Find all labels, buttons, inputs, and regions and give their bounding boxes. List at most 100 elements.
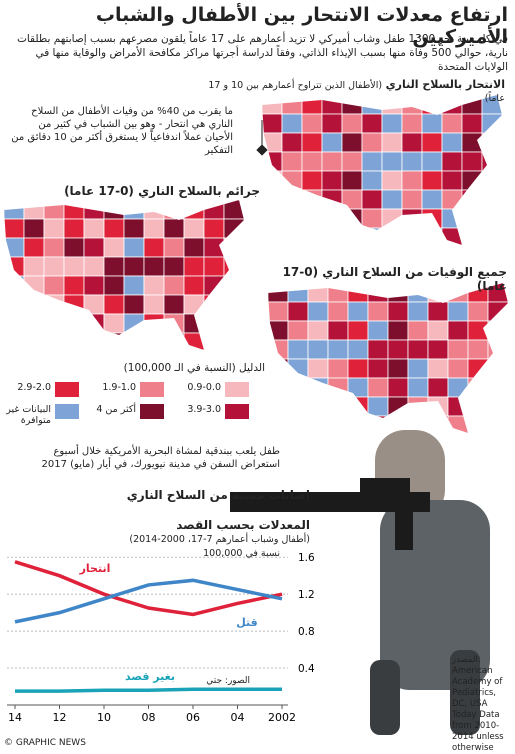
state: [441, 132, 463, 153]
state: [183, 256, 205, 277]
legend-label: 0.9-0.0: [187, 382, 221, 393]
photo: [230, 430, 490, 735]
state: [427, 377, 449, 398]
legend-swatch: [55, 404, 79, 419]
state: [103, 313, 125, 334]
state: [281, 132, 303, 153]
x-tick-label: 2002: [268, 711, 296, 724]
state: [441, 151, 463, 172]
state: [467, 301, 489, 322]
state: [367, 377, 389, 398]
state: [381, 170, 403, 191]
state: [143, 237, 165, 258]
state: [43, 218, 65, 239]
state: [441, 170, 463, 191]
y-tick-label: 1.6: [298, 552, 315, 564]
state: [123, 237, 145, 258]
state: [341, 113, 363, 134]
state: [268, 301, 289, 322]
state: [307, 301, 329, 322]
state: [23, 237, 45, 258]
intro: في كل سنة نحو 1300 طفل وشاب أميركي لا تز…: [16, 33, 508, 73]
state: [327, 320, 349, 341]
state: [83, 218, 105, 239]
state: [301, 151, 323, 172]
series-label: انتحار: [79, 562, 111, 575]
state: [407, 301, 429, 322]
state: [262, 113, 283, 134]
state: [143, 218, 165, 239]
state: [287, 320, 309, 341]
y-axis-label: نسبة في 100,000: [203, 548, 280, 559]
state: [421, 170, 443, 191]
state: [103, 294, 125, 315]
state: [401, 189, 423, 210]
legend-label: 2.9-2.0: [17, 382, 51, 393]
state: [123, 218, 145, 239]
state: [447, 358, 469, 379]
state: [321, 113, 343, 134]
state: [321, 151, 343, 172]
state: [361, 151, 383, 172]
state: [307, 320, 329, 341]
state: [461, 151, 483, 172]
rifle: [230, 492, 430, 512]
state: [461, 113, 483, 134]
state: [63, 256, 85, 277]
state: [407, 377, 429, 398]
x-tick-label: 12: [53, 711, 67, 724]
state: [301, 132, 323, 153]
state: [367, 358, 389, 379]
state: [281, 113, 303, 134]
state: [401, 151, 423, 172]
y-tick-label: 0.8: [298, 626, 315, 638]
magazine: [395, 505, 413, 550]
state: [401, 170, 423, 191]
legend-swatch: [55, 382, 79, 397]
leg: [450, 650, 480, 735]
state: [381, 113, 403, 134]
state: [163, 218, 185, 239]
state: [381, 189, 403, 210]
state: [361, 113, 383, 134]
state: [361, 189, 383, 210]
state: [341, 151, 363, 172]
state: [63, 275, 85, 296]
state: [83, 275, 105, 296]
x-tick-label: 04: [231, 711, 245, 724]
state: [447, 339, 469, 360]
state: [83, 256, 105, 277]
legend-swatch: [225, 404, 249, 419]
series-label: قتل: [236, 616, 258, 629]
state: [287, 339, 309, 360]
legend-swatch: [140, 404, 164, 419]
map-title: جميع الوفيات من السلاح الناري (0-17 عاما…: [282, 265, 507, 293]
state: [387, 339, 409, 360]
x-tick-label: 08: [142, 711, 156, 724]
state: [163, 294, 185, 315]
state: [387, 358, 409, 379]
state: [43, 275, 65, 296]
source: المصدر: American Academy of Pediatrics, …: [452, 655, 504, 753]
state: [63, 218, 85, 239]
state: [143, 275, 165, 296]
y-tick-label: 0.4: [298, 663, 315, 675]
state: [387, 301, 409, 322]
state: [123, 275, 145, 296]
state: [367, 320, 389, 341]
state: [401, 132, 423, 153]
state: [441, 113, 463, 134]
legend-label: 1.9-1.0: [102, 382, 136, 393]
map-subtitle: (الأطفال الذين تتراوح أعمارهم بين 10 و 1…: [208, 80, 505, 104]
legend-label: 3.9-3.0: [187, 404, 221, 415]
state: [327, 301, 349, 322]
y-tick-label: 1.2: [298, 589, 315, 601]
state: [447, 320, 469, 341]
state: [23, 218, 45, 239]
state: [287, 301, 309, 322]
state: [427, 301, 449, 322]
state: [123, 256, 145, 277]
state: [301, 113, 323, 134]
series-line: [14, 578, 283, 624]
